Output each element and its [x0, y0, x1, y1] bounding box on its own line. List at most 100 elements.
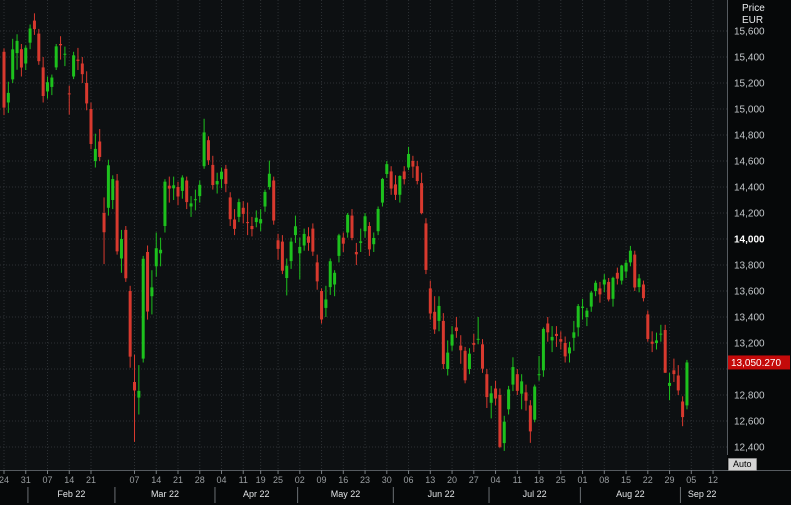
x-day-tick-label: 30: [382, 475, 392, 485]
candle-body: [372, 237, 376, 245]
candle-body: [80, 63, 84, 75]
candle-body: [611, 277, 615, 299]
price-axis-title: Price EUR: [742, 3, 765, 27]
candle-body: [572, 332, 576, 338]
x-day-tick-label: 19: [256, 475, 266, 485]
candle-body: [646, 314, 650, 339]
candle-body: [228, 197, 232, 220]
candle-body: [559, 339, 563, 342]
candle-body: [293, 226, 297, 236]
candle-body: [520, 381, 524, 394]
candle-body: [485, 374, 489, 398]
x-month-label: Jul 22: [523, 489, 547, 499]
candle-body: [159, 249, 163, 254]
candle-body: [633, 254, 637, 288]
candle-body: [233, 219, 237, 229]
candle-body: [428, 288, 432, 314]
x-day-tick-label: 11: [239, 475, 248, 485]
candle-body: [167, 185, 171, 189]
candle-body: [337, 235, 341, 256]
candle-body: [37, 33, 41, 62]
candle-body: [237, 202, 241, 217]
candle-body: [424, 223, 428, 270]
x-day-tick-label: 28: [195, 475, 205, 485]
candle-body: [276, 240, 280, 249]
candle-body: [67, 93, 71, 95]
candle-body: [376, 208, 380, 232]
candle-body: [102, 213, 106, 233]
candle-body: [407, 153, 411, 168]
candle-body: [454, 327, 458, 332]
x-day-tick-label: 21: [86, 475, 96, 485]
candle-body: [489, 393, 493, 403]
x-day-tick-label: 13: [425, 475, 435, 485]
candle-body: [32, 20, 36, 30]
x-month-label: Mar 22: [151, 489, 179, 499]
candle-body: [315, 262, 319, 282]
candle-body: [668, 382, 672, 386]
candle-body: [620, 265, 624, 281]
x-day-tick-label: 16: [338, 475, 348, 485]
candle-body: [254, 217, 258, 223]
x-day-tick-label: 29: [665, 475, 675, 485]
candle-body: [133, 382, 136, 391]
candle-body: [363, 216, 367, 232]
candle-body: [515, 374, 519, 391]
candle-body: [624, 262, 628, 272]
x-day-tick-label: 22: [643, 475, 653, 485]
x-day-tick-label: 01: [578, 475, 588, 485]
candle-body: [576, 306, 580, 328]
candle-body: [463, 350, 467, 381]
candle-body: [272, 180, 276, 221]
candle-body: [46, 82, 49, 92]
x-day-tick-label: 31: [21, 475, 31, 485]
candle-body: [63, 53, 67, 55]
candle-body: [137, 390, 141, 398]
x-day-tick-label: 20: [447, 475, 457, 485]
candle-body: [289, 241, 293, 262]
x-axis-labels: 24 31 07 14 21 07 14 21 28 04 11 19 25 02 09 16 23 30 06 13…: [0, 470, 718, 503]
last-price-tag: 13,050.270: [728, 355, 790, 370]
candle-body: [259, 219, 263, 224]
candle-body: [389, 171, 393, 189]
x-month-label: May 22: [331, 489, 361, 499]
candle-body: [641, 284, 645, 299]
candle-body: [663, 330, 667, 373]
auto-scale-button[interactable]: Auto: [728, 458, 757, 471]
candle-body: [602, 279, 606, 285]
candle-body: [607, 281, 611, 300]
candle-body: [415, 166, 419, 182]
x-month-label: Aug 22: [616, 489, 645, 499]
candle-body: [541, 328, 545, 371]
candle-body: [380, 178, 384, 203]
x-day-tick-label: 23: [360, 475, 370, 485]
x-day-tick-label: 25: [273, 475, 283, 485]
candle-body: [202, 132, 206, 167]
y-tick-label: 13,200: [734, 339, 765, 350]
candle-body: [302, 233, 306, 246]
last-price-label: 13,050.270: [731, 358, 781, 369]
x-day-tick-label: 07: [42, 475, 52, 485]
candle-body: [19, 49, 23, 68]
candle-body: [367, 226, 371, 250]
grid-layer: [0, 0, 727, 470]
candle-body: [402, 171, 406, 180]
y-tick-label: 15,200: [734, 79, 765, 90]
candle-body: [563, 343, 567, 357]
y-tick-label: 13,800: [734, 261, 765, 272]
candle-body: [280, 241, 284, 271]
candle-body: [498, 395, 502, 447]
candle-body: [128, 291, 132, 357]
candle-body: [189, 203, 193, 207]
candle-body: [211, 164, 215, 186]
y-tick-label: 12,600: [734, 417, 765, 428]
candle-body: [154, 248, 158, 267]
candle-body: [585, 310, 589, 317]
candle-body: [54, 46, 58, 68]
candle-body: [655, 340, 658, 343]
y-tick-label: 14,800: [734, 131, 765, 142]
x-day-tick-label: 12: [708, 475, 718, 485]
candle-body: [180, 177, 184, 191]
candle-body: [307, 236, 310, 243]
